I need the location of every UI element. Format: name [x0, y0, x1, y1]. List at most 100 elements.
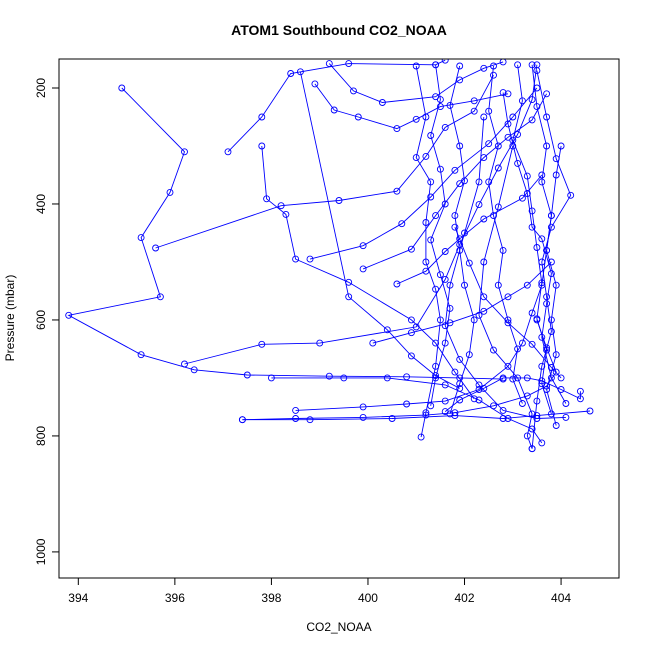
data-point-0-7	[190, 366, 198, 374]
x-tick-label-1: 396	[165, 591, 185, 605]
data-point-26-2	[480, 293, 488, 301]
plot-frame	[58, 58, 620, 579]
data-point-11-1	[350, 87, 357, 95]
data-point-22-3	[567, 191, 575, 199]
data-point-20-3	[523, 172, 531, 180]
data-point-18-4	[451, 212, 459, 220]
data-point-20-7	[533, 315, 541, 323]
data-point-19-0	[490, 62, 497, 70]
data-point-24-3	[475, 311, 483, 319]
profile-line-2	[227, 59, 446, 153]
profile-line-16	[415, 65, 441, 438]
data-point-10-1	[330, 106, 338, 114]
data-point-25-7	[499, 406, 507, 414]
data-point-4-6	[523, 392, 531, 400]
data-point-9-5	[485, 140, 493, 148]
data-point-27-1	[504, 120, 512, 128]
data-point-21-3	[538, 178, 546, 186]
data-point-22-6	[543, 293, 551, 301]
data-point-24-1	[494, 203, 502, 211]
profile-line-3	[184, 64, 538, 365]
profile-line-26	[454, 227, 562, 379]
data-point-9-2	[398, 220, 406, 228]
data-point-14-2	[441, 248, 449, 255]
data-point-22-2	[552, 155, 560, 163]
profile-line-19	[488, 65, 523, 404]
data-point-2-1	[258, 113, 266, 121]
data-point-25-8	[533, 415, 541, 422]
data-point-19-8	[514, 345, 522, 353]
data-point-20-5	[533, 244, 541, 251]
data-point-4-2	[359, 413, 367, 421]
data-point-0-9	[325, 372, 333, 380]
data-point-0-6	[137, 351, 145, 359]
data-point-21-10	[552, 422, 560, 429]
data-point-20-4	[528, 207, 536, 215]
data-point-17-2	[427, 132, 435, 139]
data-point-19-1	[485, 107, 493, 115]
data-point-22-5	[538, 258, 546, 266]
data-point-21-7	[547, 316, 555, 324]
data-point-26-6	[557, 374, 565, 382]
data-point-25-4	[441, 322, 449, 330]
data-point-10-2	[354, 113, 362, 121]
data-point-0-5	[65, 311, 73, 319]
profile-line-10	[314, 83, 509, 130]
data-point-17-9	[432, 374, 440, 382]
data-point-4-8	[552, 368, 560, 376]
data-point-6-7	[528, 309, 536, 317]
data-point-25-1	[475, 178, 483, 186]
data-point-7-2	[383, 374, 391, 382]
data-point-19-10	[518, 400, 526, 407]
data-point-20-10	[547, 410, 555, 418]
y-tick-label-0: 200	[34, 78, 48, 98]
profile-line-27	[502, 92, 567, 404]
data-point-0-4	[156, 293, 164, 301]
data-point-7-5	[504, 415, 512, 422]
data-point-16-2	[412, 154, 420, 162]
data-point-19-6	[494, 281, 502, 289]
data-point-27-10	[562, 400, 570, 407]
data-point-13-1	[407, 245, 415, 253]
data-point-15-5	[523, 281, 531, 289]
data-point-13-2	[432, 212, 440, 220]
data-point-18-1	[446, 101, 454, 109]
data-point-16-6	[432, 285, 440, 293]
profile-line-0	[67, 87, 504, 380]
data-point-6-12	[557, 142, 565, 150]
data-point-1-0	[152, 244, 160, 252]
data-point-18-6	[461, 281, 468, 289]
data-point-9-0	[306, 255, 314, 263]
data-point-3-0	[181, 360, 188, 368]
data-point-14-5	[518, 194, 526, 202]
data-layer	[65, 59, 594, 453]
data-point-21-8	[552, 351, 560, 359]
data-point-12-3	[407, 352, 415, 360]
data-point-3-9	[528, 96, 536, 104]
data-point-22-9	[533, 397, 541, 405]
data-point-10-7	[504, 90, 512, 98]
data-point-11-5	[480, 64, 488, 72]
data-point-18-7	[470, 316, 478, 324]
data-point-24-5	[514, 374, 522, 382]
data-point-26-5	[547, 364, 555, 371]
profile-line-4	[242, 319, 557, 421]
data-point-26-3	[504, 319, 512, 327]
data-point-22-7	[547, 328, 555, 335]
data-point-18-5	[456, 246, 464, 254]
data-point-27-9	[547, 374, 555, 382]
profile-line-1	[155, 74, 494, 249]
profile-line-7	[271, 377, 543, 444]
data-point-16-3	[427, 178, 435, 186]
data-point-10-0	[311, 80, 319, 88]
data-point-7-7	[538, 439, 546, 447]
data-point-21-0	[528, 61, 536, 69]
data-point-0-1	[181, 148, 188, 156]
data-point-18-0	[456, 62, 464, 70]
data-point-22-0	[533, 67, 541, 75]
data-point-27-3	[523, 190, 531, 197]
data-point-12-5	[456, 384, 464, 392]
data-point-12-1	[345, 293, 353, 301]
data-point-24-4	[490, 346, 497, 354]
